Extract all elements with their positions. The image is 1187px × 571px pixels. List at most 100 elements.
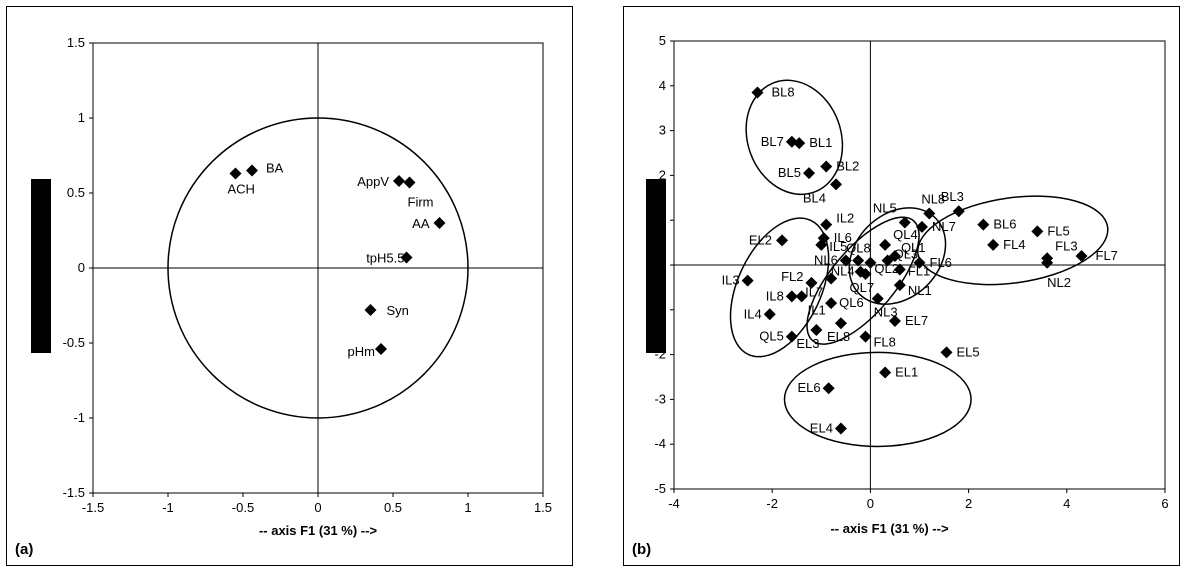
point-label: QL7 [849,280,874,295]
group-ellipse [848,207,947,305]
data-point [893,263,906,276]
x-axis-title: -- axis F1 (31 %) --> [830,521,949,536]
x-tick-label: 1.5 [534,500,552,515]
point-label: FL5 [1047,223,1069,238]
y-tick-label: 5 [659,33,666,48]
point-label: NL5 [873,200,897,215]
y-tick-label: -3 [654,391,666,406]
point-label: pHm [348,344,375,359]
y-tick-label: 2 [659,167,666,182]
data-point [803,167,816,180]
point-label: QL5 [759,329,784,344]
data-point [940,346,953,359]
point-label: QL6 [839,295,864,310]
data-point [375,343,387,355]
data-point [987,238,1000,251]
point-label: AA [412,216,430,231]
point-label: BL2 [836,158,859,173]
point-label: EL4 [810,421,833,436]
point-label: NL7 [932,219,956,234]
point-label: EL2 [749,232,772,247]
data-point [881,254,894,267]
y-tick-label: -4 [654,436,666,451]
panel-label-b: (b) [632,541,652,558]
data-point [793,137,806,150]
point-label: NL4 [831,264,855,279]
point-label: EL3 [796,336,819,351]
point-label: EL8 [827,329,850,344]
data-point [913,256,926,269]
y-tick-label: -1.5 [63,485,85,500]
point-label: IL4 [744,306,762,321]
data-point [893,279,906,292]
data-point [805,276,818,289]
point-label: NL1 [908,283,932,298]
point-label: FL6 [930,255,952,270]
point-label: ACH [228,182,255,197]
x-tick-label: 4 [1063,496,1070,511]
data-point [888,315,901,327]
point-label: FL1 [908,263,930,278]
data-point [229,167,242,180]
point-label: QL1 [901,240,926,255]
x-axis-title: -- axis F1 (31 %) --> [259,523,378,538]
data-point [776,234,789,247]
y-tick-label: 0.5 [67,185,85,200]
y-tick-label: 0 [78,260,85,275]
group-ellipse [783,351,972,448]
data-point [915,220,928,233]
point-label: IL8 [766,288,784,303]
point-label: IL6 [834,230,852,245]
data-point [879,238,892,251]
data-point [898,216,911,229]
data-point [785,330,798,343]
x-tick-label: 0 [314,500,321,515]
data-point [822,382,835,395]
redaction-bar [646,179,666,353]
point-label: BL3 [941,189,964,204]
point-label: NL6 [814,253,838,268]
x-tick-label: 6 [1161,496,1168,511]
point-label: QL3 [894,247,919,262]
data-point [871,292,884,305]
data-point [830,178,843,191]
y-tick-label: -0.5 [63,335,85,350]
y-tick-label: -5 [654,481,666,496]
data-point [393,175,405,187]
point-label: BL7 [761,134,784,149]
point-label: QL2 [874,261,899,276]
point-label: EL7 [905,313,928,328]
data-point [1041,256,1054,269]
data-point [879,366,892,379]
x-tick-label: -1 [162,500,174,515]
y-tick-label: -1 [73,410,85,425]
data-point [795,290,808,303]
data-point [400,251,413,264]
point-label: IL3 [722,273,740,288]
point-label: IL2 [836,211,854,226]
data-point [923,207,936,220]
point-label: BL6 [993,217,1016,232]
data-point [834,422,847,435]
data-point [859,330,872,343]
x-tick-label: -0.5 [232,500,254,515]
y-tick-label: 4 [659,78,666,93]
point-label: FL3 [1055,238,1077,253]
point-label: FL8 [873,335,895,350]
data-point [810,323,823,336]
data-point [825,297,838,310]
data-point [433,217,446,229]
group-ellipse [806,216,920,345]
point-label: BL8 [771,85,794,100]
correlation-circle [167,117,469,419]
data-point [854,265,867,278]
point-label: Firm [408,195,434,210]
group-ellipse [745,79,844,196]
chart-panel-a: -1.5 -1 -0.5 0 0.5 1 1.5 -1.5 -1 -0.5 0 0.5 1 1.5 -- a… [6,6,573,566]
group-ellipse [917,195,1109,286]
data-point [834,317,847,330]
x-tick-label: 1 [464,500,471,515]
point-label: BA [266,161,284,176]
x-tick-label: -2 [766,496,778,511]
